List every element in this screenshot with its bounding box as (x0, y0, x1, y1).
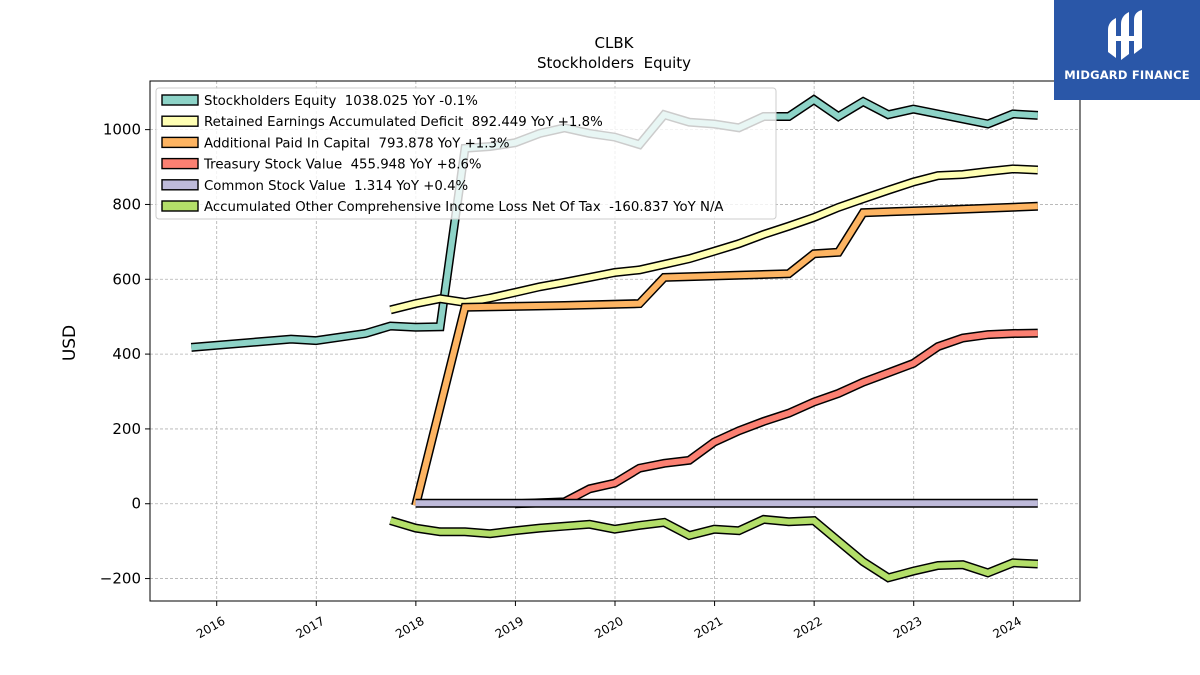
legend-entry: Common Stock Value 1.314 YoY +0.4% (204, 179, 468, 194)
legend-entry: Accumulated Other Comprehensive Income L… (204, 200, 724, 215)
legend-swatch (161, 200, 199, 212)
y-tick-label: 0 (131, 495, 141, 513)
y-tick-label: 600 (112, 270, 141, 288)
x-tick-label: 2024 (991, 614, 1024, 641)
x-tick-label: 2018 (393, 614, 426, 641)
y-tick-label: 200 (112, 420, 141, 438)
legend-entry: Stockholders Equity 1038.025 YoY -0.1% (204, 94, 478, 109)
legend-swatch (161, 94, 199, 106)
legend-entry: Retained Earnings Accumulated Deficit 89… (204, 115, 603, 130)
midgard-logo-mark-icon (1108, 10, 1142, 60)
legend-swatch (161, 179, 199, 191)
legend-entry: Additional Paid In Capital 793.878 YoY +… (204, 136, 510, 151)
logo-text: MIDGARD FINANCE (1064, 68, 1190, 82)
series-4 (515, 328, 1038, 509)
x-tick-label: 2019 (493, 614, 526, 641)
series-line (389, 516, 1038, 582)
x-tick-label: 2021 (692, 614, 725, 641)
legend-box (155, 87, 777, 220)
series-line (412, 203, 1038, 507)
y-tick-label: 400 (112, 345, 141, 363)
chart-title: CLBK (595, 34, 635, 52)
y-tick-label: −200 (100, 570, 141, 588)
x-tick-label: 2022 (791, 614, 824, 641)
legend: Stockholders Equity 1038.025 YoY -0.1% Re… (155, 87, 777, 220)
y-axis-label: USD (60, 325, 80, 361)
series-line (515, 330, 1038, 507)
series-6 (389, 514, 1039, 583)
x-tick-label: 2023 (891, 614, 924, 641)
series-3 (411, 201, 1038, 507)
chart-subtitle: Stockholders Equity (537, 54, 691, 72)
legend-swatch (161, 136, 199, 149)
series-line (389, 165, 1038, 313)
x-tick-label: 2020 (592, 614, 625, 641)
x-tick-label: 2017 (294, 614, 327, 641)
x-tick-label: 2016 (194, 614, 227, 641)
y-tick-label: 800 (112, 195, 141, 213)
midgard-logo: MIDGARD FINANCE (1054, 0, 1200, 100)
legend-entry: Treasury Stock Value 455.948 YoY +8.6% (203, 158, 482, 173)
legend-swatch (161, 157, 199, 170)
y-tick-label: 1000 (103, 121, 141, 139)
series-2 (389, 164, 1038, 315)
legend-swatch (161, 115, 199, 127)
